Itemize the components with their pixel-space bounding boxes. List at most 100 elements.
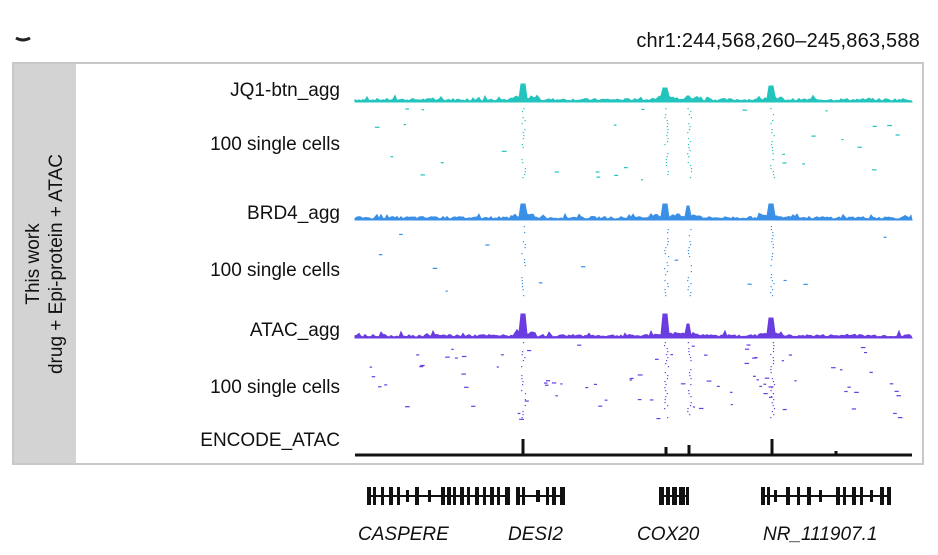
cell-read xyxy=(897,417,903,419)
cell-read xyxy=(665,108,667,110)
gene-caspere-exon xyxy=(406,490,409,502)
atac-single-cell-track xyxy=(369,342,903,420)
cell-read xyxy=(378,254,383,256)
cell-read xyxy=(593,383,598,386)
cell-read xyxy=(664,117,666,119)
cell-read xyxy=(772,357,774,359)
cell-read xyxy=(664,399,666,401)
cell-read xyxy=(772,114,775,116)
cell-read xyxy=(665,247,667,249)
gene-desi2-exon xyxy=(522,487,525,505)
cell-read xyxy=(641,179,644,181)
cell-read xyxy=(667,244,669,246)
cell-read xyxy=(691,345,695,347)
cell-read xyxy=(689,256,691,258)
brd4-agg-track-signal xyxy=(354,203,913,221)
cell-read xyxy=(485,244,490,246)
cell-read xyxy=(461,355,467,358)
cell-read xyxy=(844,390,848,393)
cell-read xyxy=(770,274,773,276)
cell-read xyxy=(689,241,691,243)
cell-read xyxy=(667,232,669,234)
cell-read xyxy=(690,283,692,285)
atac-agg-track-signal xyxy=(354,313,913,339)
cell-read xyxy=(524,232,526,234)
cell-read xyxy=(742,109,748,111)
cell-read xyxy=(665,165,668,167)
cell-read xyxy=(687,153,689,155)
genomic-coordinates: chr1:244,568,260–245,863,588 xyxy=(636,30,920,52)
cell-read xyxy=(687,289,689,291)
cell-read xyxy=(522,162,524,164)
cell-read xyxy=(667,171,669,173)
cell-read xyxy=(771,295,774,297)
cell-read xyxy=(688,156,690,158)
cell-read xyxy=(746,344,751,346)
cell-read xyxy=(664,342,666,344)
cell-read xyxy=(690,292,692,294)
track-label-atac-single: 100 single cells xyxy=(210,377,340,398)
cell-read xyxy=(521,159,523,161)
cell-read xyxy=(768,396,773,398)
cell-read xyxy=(802,163,805,165)
cell-read xyxy=(772,351,775,353)
cell-read xyxy=(519,418,524,420)
cell-read xyxy=(772,232,774,234)
cell-read xyxy=(771,256,773,258)
cell-read xyxy=(771,411,774,413)
cell-read xyxy=(674,259,679,261)
cell-read xyxy=(670,354,673,356)
cell-read xyxy=(744,362,749,365)
cell-read xyxy=(781,360,785,362)
cell-read xyxy=(664,144,666,146)
cell-read xyxy=(839,369,843,371)
cell-read xyxy=(773,135,775,137)
cell-read xyxy=(666,360,668,362)
cell-read xyxy=(771,147,774,149)
cell-read xyxy=(764,377,770,379)
cell-read xyxy=(687,144,690,146)
cell-read xyxy=(690,117,693,119)
cell-read xyxy=(665,384,667,386)
cell-read xyxy=(772,393,774,395)
cell-read xyxy=(524,244,526,246)
cell-read xyxy=(374,126,380,128)
cell-read xyxy=(667,357,669,359)
atac-agg-track xyxy=(354,313,913,339)
cell-read xyxy=(730,403,733,406)
cell-read xyxy=(664,387,666,389)
gene-desi2-exon xyxy=(560,487,565,505)
cell-read xyxy=(419,366,424,368)
cell-read xyxy=(521,123,523,125)
cell-read xyxy=(690,168,693,170)
cell-read xyxy=(403,123,407,126)
cell-read xyxy=(667,286,669,288)
cell-read xyxy=(522,289,524,291)
cell-read xyxy=(704,354,708,356)
cell-read xyxy=(522,381,524,383)
cell-read xyxy=(772,171,774,173)
cell-read xyxy=(521,378,523,380)
cell-read xyxy=(649,399,654,401)
cell-read xyxy=(688,114,691,116)
cell-read xyxy=(772,253,774,255)
cell-read xyxy=(399,233,403,236)
cell-read xyxy=(371,376,376,378)
cell-read xyxy=(692,406,695,408)
cell-read xyxy=(770,226,773,228)
cell-read xyxy=(687,408,689,410)
jq1-agg-track-signal xyxy=(354,83,913,103)
cell-read xyxy=(690,369,692,371)
cell-read xyxy=(770,108,772,110)
cell-read xyxy=(666,126,668,128)
cell-read xyxy=(772,244,774,246)
cell-read xyxy=(698,407,704,410)
gene-caspere-exon xyxy=(467,487,470,505)
cell-read xyxy=(773,414,775,416)
cell-read xyxy=(687,132,689,134)
cell-read xyxy=(524,171,526,173)
cell-read xyxy=(637,374,643,376)
cell-read xyxy=(689,295,691,297)
encode-peak xyxy=(664,447,668,455)
